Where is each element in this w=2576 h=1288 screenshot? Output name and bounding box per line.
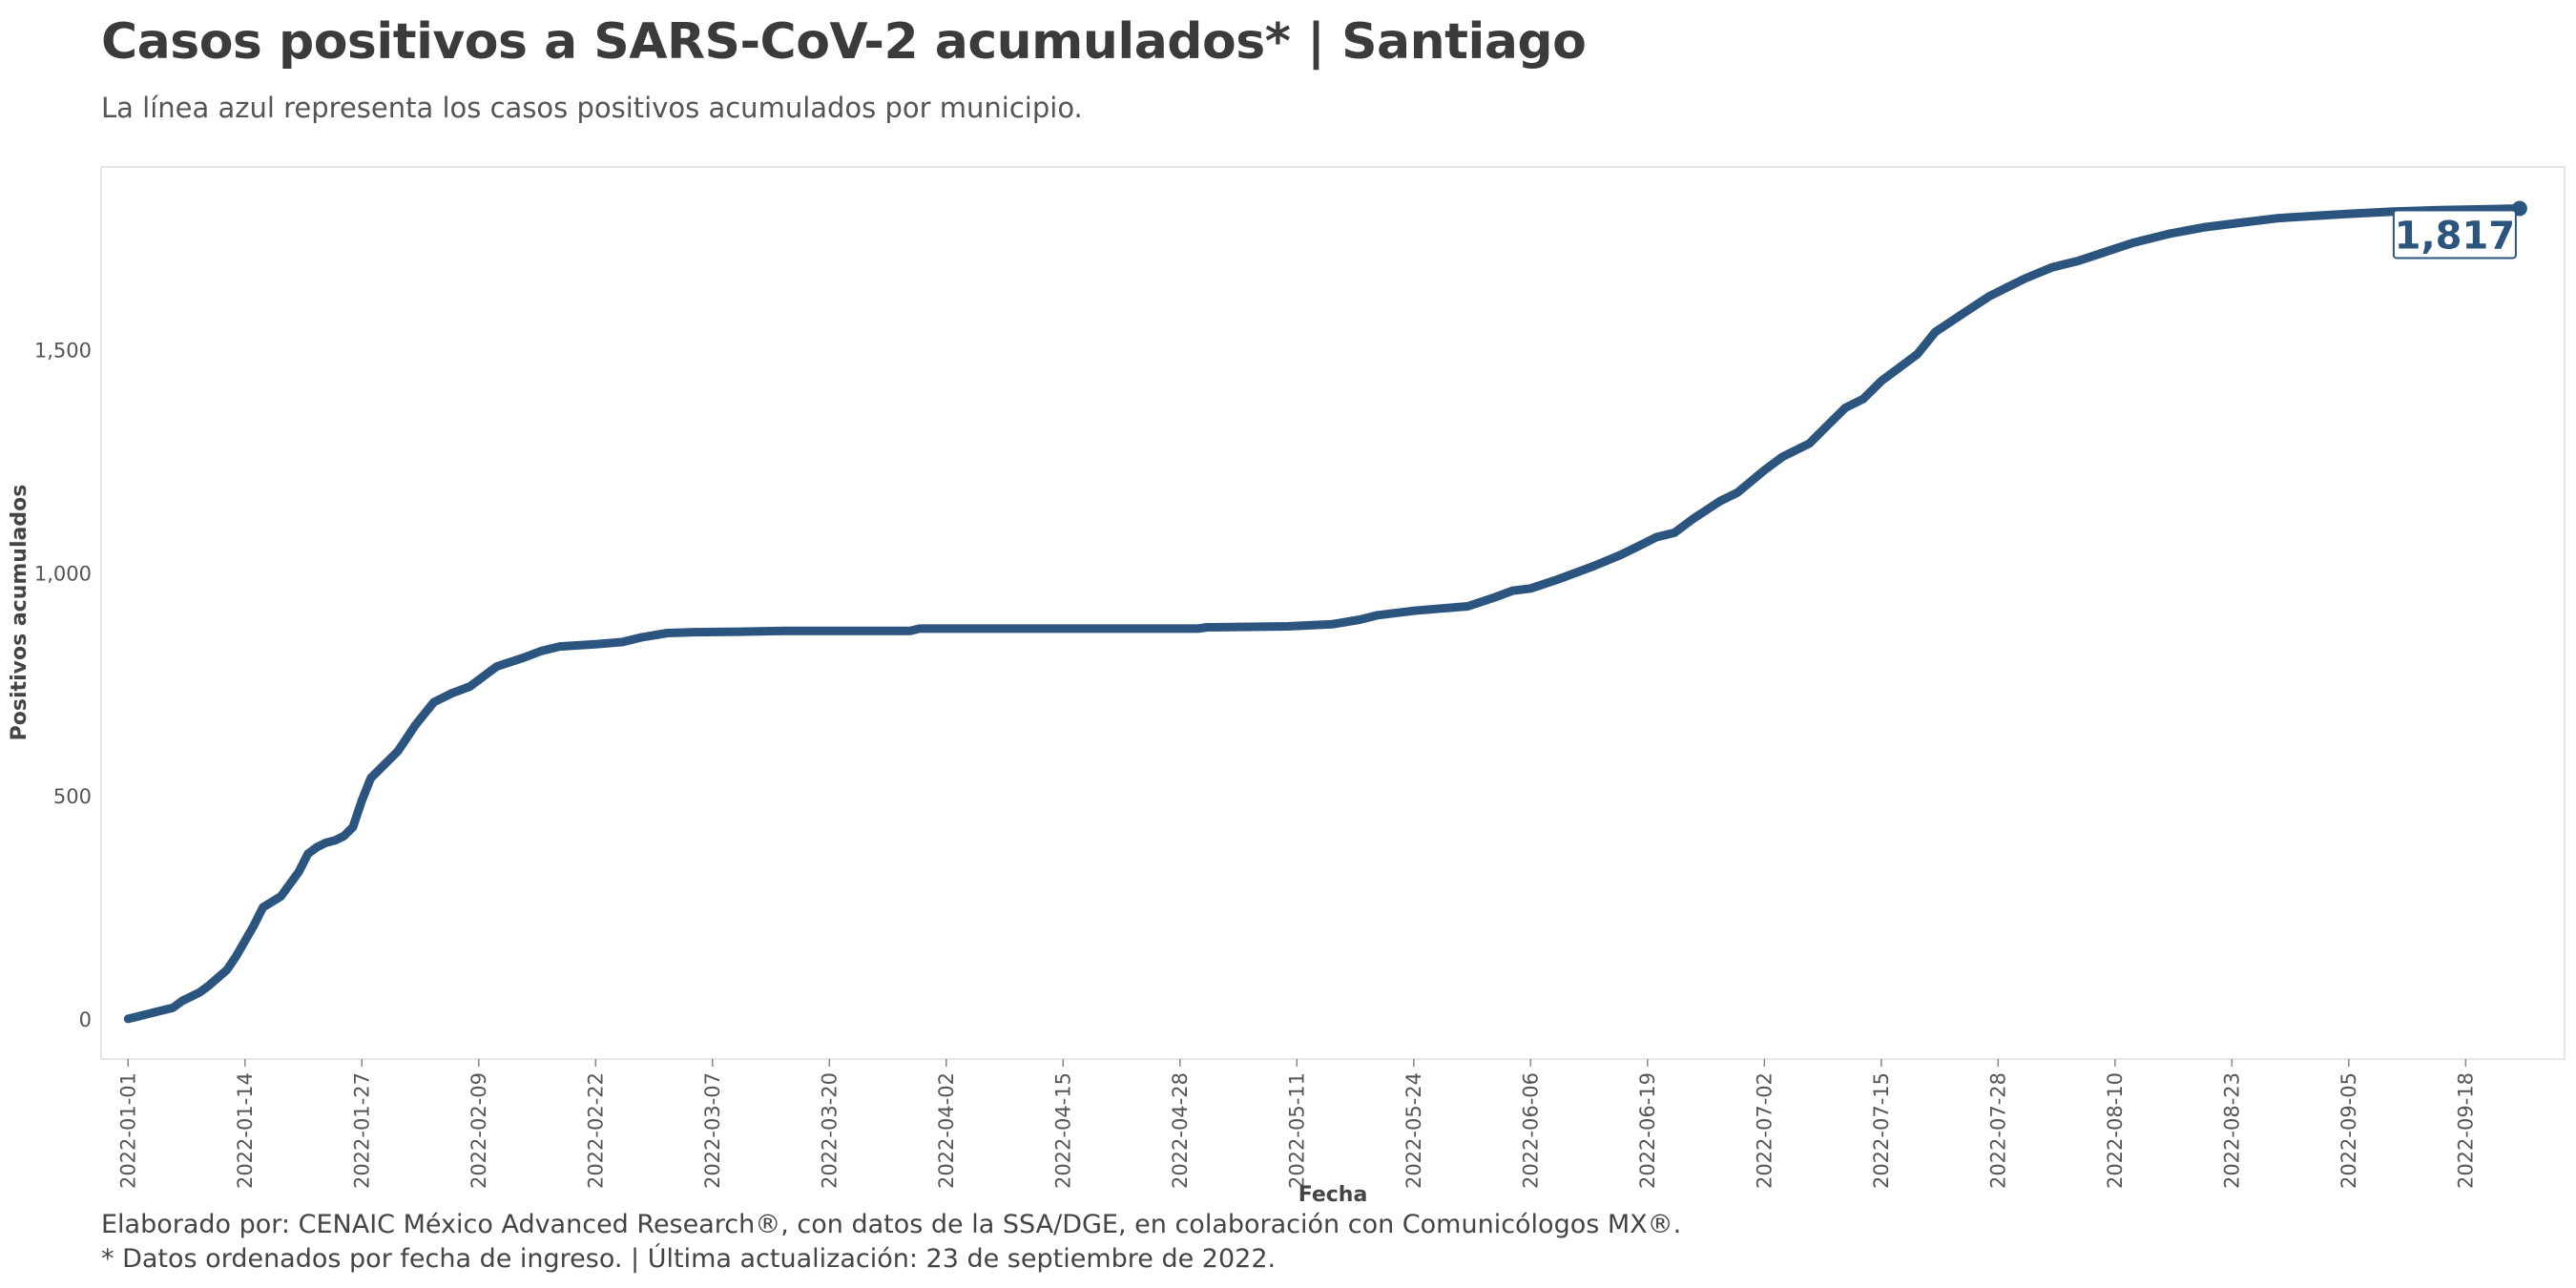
x-tick-label: 2022-02-22 xyxy=(584,1072,607,1189)
x-tick-label: 2022-01-27 xyxy=(350,1072,373,1189)
chart-subtitle: La línea azul representa los casos posit… xyxy=(101,92,1083,124)
x-tick-label: 2022-02-09 xyxy=(467,1072,490,1189)
x-tick-label: 2022-04-15 xyxy=(1051,1072,1074,1189)
x-tick-label: 2022-03-20 xyxy=(818,1072,841,1189)
x-tick-label: 2022-07-28 xyxy=(1986,1072,2009,1189)
x-tick-label: 2022-08-23 xyxy=(2220,1072,2243,1189)
caption-line-1: Elaborado por: CENAIC México Advanced Re… xyxy=(101,1210,1682,1239)
x-tick-label: 2022-06-19 xyxy=(1636,1072,1659,1189)
caption-line-2: * Datos ordenados por fecha de ingreso. … xyxy=(101,1244,1277,1274)
x-tick-label: 2022-06-06 xyxy=(1519,1072,1542,1189)
end-value-label-text: 1,817 xyxy=(2395,214,2516,258)
x-tick-label: 2022-05-24 xyxy=(1402,1072,1425,1189)
x-tick-label: 2022-08-10 xyxy=(2104,1072,2127,1189)
x-tick-label: 2022-09-18 xyxy=(2454,1072,2477,1189)
y-tick-label: 1,500 xyxy=(34,340,92,363)
y-tick-label: 500 xyxy=(53,785,92,808)
x-tick-label: 2022-07-15 xyxy=(1870,1072,1893,1189)
plot-panel-border xyxy=(100,166,2566,1060)
series-line-positivos xyxy=(123,204,2524,1024)
x-tick-label: 2022-05-11 xyxy=(1285,1072,1308,1189)
x-tick-label: 2022-04-02 xyxy=(935,1072,958,1189)
x-axis-title: Fecha xyxy=(1298,1183,1368,1207)
chart-title: Casos positivos a SARS-CoV-2 acumulados*… xyxy=(101,13,1587,71)
x-tick-label: 2022-01-01 xyxy=(116,1072,139,1189)
x-tick-label: 2022-01-14 xyxy=(234,1072,257,1189)
x-tick-label: 2022-09-05 xyxy=(2337,1072,2360,1189)
end-value-label: 1,817 xyxy=(2392,209,2517,260)
y-axis-title: Positivos acumulados xyxy=(8,485,31,741)
x-tick-label: 2022-04-28 xyxy=(1169,1072,1192,1189)
chart-caption: Elaborado por: CENAIC México Advanced Re… xyxy=(101,1208,1681,1277)
x-tick-label: 2022-07-02 xyxy=(1753,1072,1776,1189)
y-tick-label: 0 xyxy=(79,1008,92,1031)
y-tick-label: 1,000 xyxy=(34,562,92,585)
y-axis: 0 500 1,000 1,500 xyxy=(34,340,92,1031)
x-tick-label: 2022-03-07 xyxy=(701,1072,724,1189)
x-axis: 2022-01-01 2022-01-14 2022-01-27 2022-02-09… xyxy=(116,1059,2477,1189)
